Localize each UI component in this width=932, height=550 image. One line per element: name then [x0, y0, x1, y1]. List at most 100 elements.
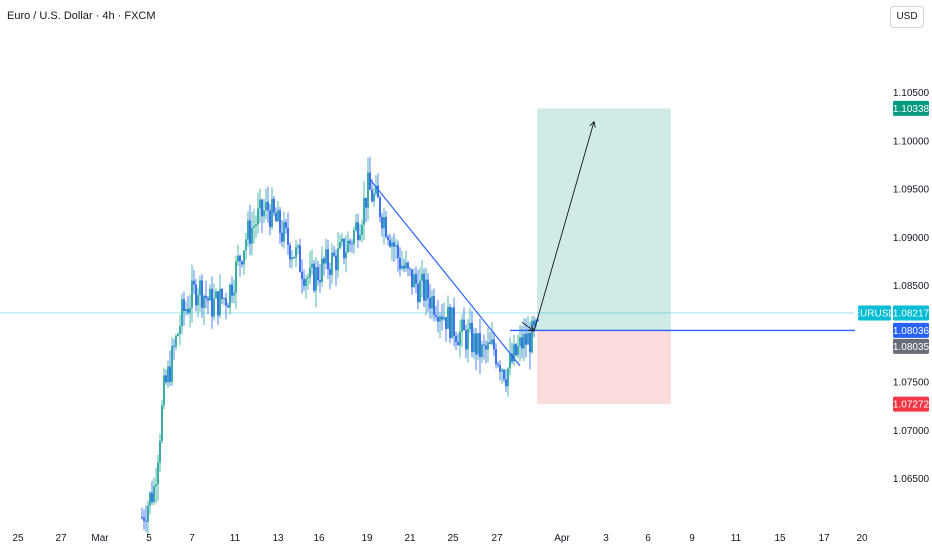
candle-body: [531, 320, 533, 353]
candle-body: [279, 210, 281, 233]
candle-body: [411, 269, 413, 288]
y-tick-label: 1.10000: [893, 136, 930, 147]
candle-body: [391, 242, 393, 247]
x-tick-label: Mar: [91, 533, 109, 544]
candle-body: [199, 280, 201, 296]
candle-body: [237, 255, 239, 262]
x-tick-label: 11: [230, 533, 241, 544]
candle-body: [207, 298, 209, 301]
candle-body: [371, 189, 373, 202]
candle-body: [275, 212, 277, 222]
candle-body: [323, 258, 325, 264]
candle-body: [307, 277, 309, 279]
candle-body: [529, 332, 531, 353]
candle-body: [507, 368, 509, 387]
last-price-badge: [893, 305, 929, 321]
x-tick-label: 11: [731, 533, 742, 544]
candle-body: [245, 239, 247, 251]
candle-body: [229, 284, 231, 308]
candle-body: [537, 319, 539, 321]
candle-body: [491, 339, 493, 344]
candle-body: [289, 245, 291, 260]
candle-body: [269, 210, 271, 228]
candle-body: [291, 257, 293, 260]
candle-body: [313, 263, 315, 291]
candle-body: [387, 236, 389, 240]
candle-body: [361, 224, 363, 235]
candle-body: [389, 239, 391, 247]
chart-title: Euro / U.S. Dollar · 4h · FXCM: [7, 10, 156, 22]
symbol-badge-text: EURUSD: [853, 308, 895, 319]
candle-body: [449, 306, 451, 339]
x-tick-label: 9: [689, 533, 695, 544]
candle-body: [157, 462, 159, 485]
candle-body: [397, 245, 399, 258]
candle-body: [425, 279, 427, 301]
candle-body: [453, 307, 455, 336]
candle-body: [171, 345, 173, 382]
candle-body: [319, 280, 321, 282]
x-tick-label: 19: [361, 533, 373, 544]
candle-body: [489, 342, 491, 344]
candle-body: [235, 261, 237, 293]
candle-body: [375, 185, 377, 194]
x-tick-label: 21: [404, 533, 416, 544]
x-tick-label: 13: [272, 533, 284, 544]
candle-body: [277, 210, 279, 222]
candle-body: [413, 274, 415, 288]
candle-body: [431, 296, 433, 309]
arrow-head: [589, 120, 596, 128]
candle-body: [225, 298, 227, 306]
candle-body: [315, 267, 317, 291]
x-tick-label: 15: [774, 533, 786, 544]
candle-body: [399, 257, 401, 269]
candle-body: [335, 255, 337, 271]
candle-body: [339, 242, 341, 249]
candle-body: [407, 262, 409, 269]
candle-body: [161, 405, 163, 441]
trendline: [369, 179, 521, 367]
candle-body: [263, 210, 265, 217]
candle-body: [421, 273, 423, 281]
target-price-badge: [893, 100, 929, 116]
candle-body: [247, 220, 249, 240]
candle-body: [349, 240, 351, 244]
candle-body: [383, 217, 385, 229]
candle-body: [309, 267, 311, 278]
candle-body: [345, 252, 347, 259]
candle-body: [395, 245, 397, 247]
candle-body: [203, 295, 205, 308]
y-tick-label: 1.09000: [893, 233, 930, 244]
candle-body: [493, 339, 495, 350]
candle-body: [363, 197, 365, 225]
entry-price-badge: [893, 322, 929, 338]
candle-body: [303, 278, 305, 286]
candle-body: [409, 268, 411, 270]
candle-body: [193, 280, 195, 285]
candle-body: [201, 280, 203, 308]
x-tick-label: 27: [491, 533, 503, 544]
candle-body: [177, 333, 179, 336]
candle-body: [259, 199, 261, 209]
candle-body: [457, 341, 459, 346]
x-tick-label: 5: [146, 533, 152, 544]
candle-body: [159, 440, 161, 463]
candle-body: [497, 364, 499, 366]
candle-body: [149, 492, 151, 506]
currency-button[interactable]: USD: [890, 6, 924, 28]
candle-body: [179, 326, 181, 334]
candle-body: [505, 379, 507, 387]
candle-body: [435, 314, 437, 317]
target-zone: [537, 108, 671, 331]
candle-body: [521, 337, 523, 349]
candle-body: [501, 369, 503, 372]
candle-body: [405, 262, 407, 269]
candle-body: [327, 249, 329, 270]
candle-body: [367, 172, 369, 208]
candle-body: [433, 296, 435, 315]
stop-zone: [537, 330, 671, 405]
candle-body: [483, 344, 485, 346]
x-tick-label: 6: [645, 533, 651, 544]
candle-body: [329, 269, 331, 275]
